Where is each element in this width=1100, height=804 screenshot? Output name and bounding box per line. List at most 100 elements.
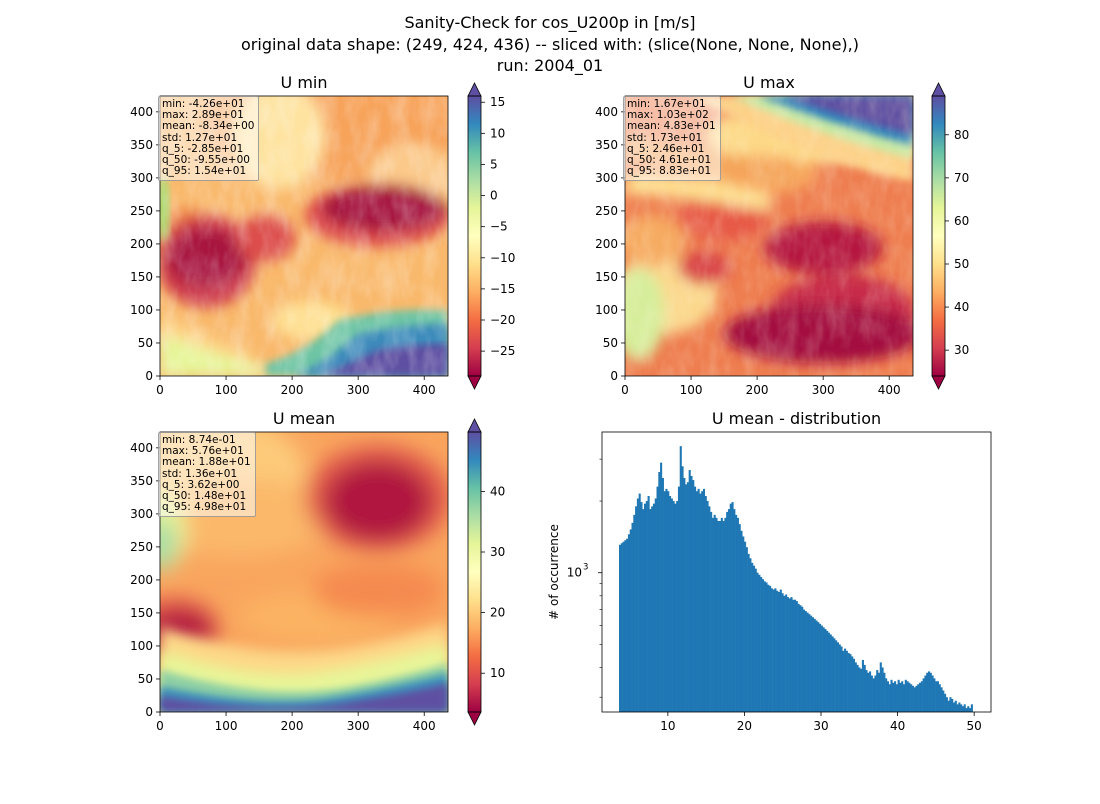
umax-colorbar-tick-label: 80 xyxy=(954,128,969,142)
histogram-bar xyxy=(681,466,684,712)
histogram-bar xyxy=(799,605,802,712)
umin-frame xyxy=(159,95,449,377)
histogram-bar xyxy=(865,670,868,712)
umax-ytick-label: 350 xyxy=(595,138,618,152)
histogram-bar xyxy=(870,675,873,712)
histogram-bar xyxy=(651,506,654,712)
histogram-bar xyxy=(902,684,906,712)
histogram-bar xyxy=(785,594,788,712)
histogram-bar xyxy=(745,547,748,712)
histogram-bar xyxy=(738,524,741,712)
histogram-bar xyxy=(626,538,629,712)
histogram-bar xyxy=(892,682,895,712)
umax-field xyxy=(625,96,913,376)
umean-ytick-label: 400 xyxy=(130,441,153,455)
umin-colorbar-tick-label: 0 xyxy=(490,189,498,203)
umean-colorbar-tick-label: 10 xyxy=(490,666,505,680)
histogram-bar xyxy=(765,582,768,712)
histogram-bar xyxy=(704,496,707,712)
histogram-bar xyxy=(633,514,636,712)
histogram-title: U mean - distribution xyxy=(712,409,881,428)
histogram-bar xyxy=(779,589,782,712)
histogram-bar xyxy=(663,491,666,712)
histogram-bar xyxy=(904,679,907,712)
histogram-bar xyxy=(661,477,664,712)
histogram-bar xyxy=(672,501,675,712)
umax-colorbar-tick-label: 40 xyxy=(954,300,969,314)
umean-ytick-label: 350 xyxy=(130,474,153,488)
histogram-bar xyxy=(860,668,863,712)
histogram-bar xyxy=(744,541,747,712)
histogram-bar xyxy=(726,511,729,712)
umin-colorbar-tick-label: −5 xyxy=(490,220,508,234)
histogram-bar xyxy=(847,653,850,712)
histogram-bar xyxy=(879,662,882,712)
histogram-bar xyxy=(952,702,956,712)
histogram-bar xyxy=(761,579,764,712)
histogram-bar xyxy=(874,675,877,712)
histogram-bar xyxy=(861,659,864,712)
histogram-bar xyxy=(719,520,722,712)
histogram-bar xyxy=(970,704,973,712)
histogram-bar xyxy=(710,511,713,712)
umin-colorbar-tick-label: −20 xyxy=(490,313,515,327)
histogram-bar xyxy=(935,681,938,712)
umax-xtick-label: 400 xyxy=(878,383,901,397)
histogram-bar xyxy=(654,498,657,712)
histogram-bar xyxy=(922,678,925,712)
histogram-bar xyxy=(786,597,789,712)
histogram-bar xyxy=(819,623,822,712)
histogram-bar xyxy=(849,654,852,712)
histogram-bar xyxy=(795,601,798,712)
histogram-bar xyxy=(826,630,829,712)
histogram-bar xyxy=(665,488,668,712)
umin-ytick-label: 50 xyxy=(138,336,153,350)
histogram-bar xyxy=(890,679,893,712)
umax-stats-box: min: 1.67e+01 max: 1.03e+02 mean: 4.83e+… xyxy=(623,96,721,182)
histogram-bar xyxy=(774,588,777,712)
umin-colorbar-tick-label: 10 xyxy=(490,126,505,140)
histogram-bar xyxy=(692,480,695,712)
histogram-bar xyxy=(942,690,945,712)
histogram-bar xyxy=(820,625,823,712)
umean-xtick-label: 0 xyxy=(156,719,164,733)
histogram-bar xyxy=(947,700,950,712)
umin-stats-box: min: -4.26e+01 max: 2.89e+01 mean: -8.34… xyxy=(158,96,260,182)
umean-ytick-label: 50 xyxy=(138,672,153,686)
umax-xtick-label: 100 xyxy=(680,383,703,397)
umax-ytick-label: 150 xyxy=(595,270,618,284)
umin-colorbar-frame xyxy=(467,95,482,377)
histogram-ytick-exponent: 3 xyxy=(583,563,588,573)
umin-ytick-label: 300 xyxy=(130,171,153,185)
umin-colorbar-extend-top xyxy=(467,82,482,97)
histogram-bar xyxy=(688,470,691,712)
umin-colorbar-tick-label: 5 xyxy=(490,157,498,171)
histogram-bar xyxy=(794,599,797,712)
histogram-bar xyxy=(801,606,804,712)
umean-colorbar xyxy=(468,432,481,712)
histogram-bar xyxy=(808,614,811,712)
histogram-bar xyxy=(685,484,688,712)
histogram-bar xyxy=(961,706,964,712)
histogram-bar xyxy=(926,672,929,712)
umax-colorbar-extend-bottom xyxy=(931,375,946,390)
histogram-bar xyxy=(772,589,775,712)
histogram-bar xyxy=(760,576,763,712)
histogram-bar xyxy=(908,682,911,712)
figure-run-label: run: 2004_01 xyxy=(496,56,604,75)
histogram-bar xyxy=(670,498,673,712)
histogram-bar xyxy=(931,675,934,712)
histogram-bar xyxy=(769,585,772,712)
histogram-bar xyxy=(924,675,927,712)
umax-xtick-label: 200 xyxy=(746,383,769,397)
histogram-bar xyxy=(929,672,932,712)
umean-xtick-label: 300 xyxy=(347,719,370,733)
histogram-bar xyxy=(636,498,639,712)
figure-title: Sanity-Check for cos_U200p in [m/s] xyxy=(404,13,696,32)
umax-xtick-label: 0 xyxy=(621,383,629,397)
umax-ytick-label: 250 xyxy=(595,204,618,218)
umin-xtick-label: 0 xyxy=(156,383,164,397)
histogram-bar xyxy=(888,684,891,712)
histogram-bar xyxy=(674,503,677,712)
